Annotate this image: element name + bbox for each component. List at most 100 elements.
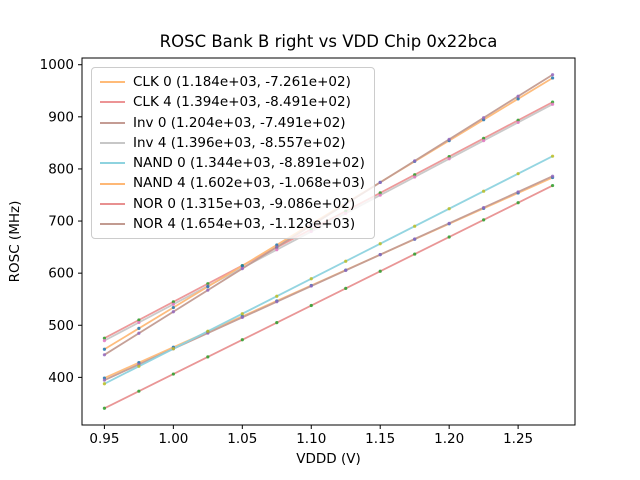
y-tick-label: 400 [48,370,74,386]
data-point [447,207,451,211]
data-point [516,97,520,101]
fit-line-nor-0 [104,184,553,410]
data-point [550,154,555,158]
scatter-nand-0 [102,154,555,386]
x-tick-label: 1.25 [503,431,533,447]
x-axis-label: VDDD (V) [296,451,360,467]
data-point [137,326,141,330]
x-tick-label: 1.15 [365,431,395,447]
legend-item-clk-0: CLK 0 (1.184e+03, -7.261e+02) [100,72,365,92]
plot-spines [81,57,576,426]
legend-label: NOR 0 (1.315e+03, -9.086e+02) [133,195,356,212]
legend-item-nand-4: NAND 4 (1.602e+03, -1.068e+03) [100,173,365,193]
data-point [482,138,486,143]
data-point [137,364,141,368]
data-point [413,252,417,256]
legend-label: NAND 4 (1.602e+03, -1.068e+03) [133,175,365,192]
legend-label: Inv 0 (1.204e+03, -7.491e+02) [133,114,346,131]
data-point [378,253,382,257]
data-point [344,259,348,263]
data-point [102,378,107,382]
scatter-nor-0 [102,183,555,410]
data-point [550,73,555,77]
data-point [206,282,210,286]
legend-swatch [100,121,125,124]
data-point [171,347,175,351]
y-tick-label: 1000 [40,57,74,73]
data-point [378,193,382,197]
x-tick-label: 1.20 [434,431,464,447]
data-point [102,353,107,357]
data-point [550,174,555,178]
legend-item-nor-0: NOR 0 (1.315e+03, -9.086e+02) [100,194,365,214]
data-point [413,224,417,228]
data-point [482,206,486,210]
data-point [137,331,141,335]
data-point [447,137,451,141]
data-point [344,268,348,272]
legend-swatch [100,101,125,104]
data-point [413,175,417,179]
data-point [102,347,107,351]
data-point [516,201,520,205]
legend-label: CLK 4 (1.394e+03, -8.491e+02) [133,94,351,111]
data-point [171,300,175,304]
data-point [275,245,279,249]
data-point [482,189,486,193]
y-tick-label: 800 [48,161,74,177]
data-point [206,329,210,333]
data-point [378,242,382,246]
legend-label: Inv 4 (1.396e+03, -8.557e+02) [133,134,346,151]
data-point [137,320,141,325]
axes-layer: 0.95 1.00 1.05 1.10 1.15 1.20 1.25 400 500 600 700… [40,57,576,447]
legend-item-nand-0: NAND 0 (1.344e+03, -8.891e+02) [100,153,365,173]
legend-item-nor-4: NOR 4 (1.654e+03, -1.128e+03) [100,214,365,234]
data-point [102,339,107,343]
data-point [344,286,348,290]
data-point [309,303,313,308]
data-point [482,218,486,222]
data-point [309,284,313,288]
data-point [482,116,486,120]
data-point [240,315,244,319]
legend: CLK 0 (1.184e+03, -7.261e+02) CLK 4 (1.39… [91,67,375,240]
data-point [413,237,417,241]
y-tick-label: 600 [48,266,74,282]
data-point [240,264,244,268]
data-point [378,269,382,273]
data-point [447,221,451,225]
data-point [240,267,244,271]
data-point [413,159,417,163]
legend-swatch [100,81,125,84]
x-tick-label: 1.00 [158,431,188,447]
data-point [240,312,244,316]
legend-swatch [100,202,125,205]
y-axis-label: ROSC (MHz) [7,201,23,283]
data-point [102,382,107,386]
data-point [171,310,175,314]
data-point [516,172,520,176]
legend-swatch [100,162,125,165]
data-point [516,190,520,194]
y-tick-label: 700 [48,214,74,230]
data-point [137,389,141,393]
data-point [206,355,210,359]
data-point [275,294,279,298]
data-point [275,321,279,325]
x-tick-label: 1.10 [296,431,326,447]
legend-label: NOR 4 (1.654e+03, -1.128e+03) [133,216,356,233]
legend-label: CLK 0 (1.184e+03, -7.261e+02) [133,74,351,90]
data-point [275,248,279,252]
data-point [206,285,210,289]
data-point [550,183,555,188]
legend-label: NAND 0 (1.344e+03, -8.891e+02) [133,155,365,172]
data-point [413,173,417,177]
data-point [240,338,244,342]
legend-swatch [100,142,125,145]
data-point [275,300,279,304]
data-point [102,336,107,340]
x-tick-label: 0.95 [89,431,119,447]
data-point [171,305,175,310]
y-tick-label: 500 [48,318,74,334]
